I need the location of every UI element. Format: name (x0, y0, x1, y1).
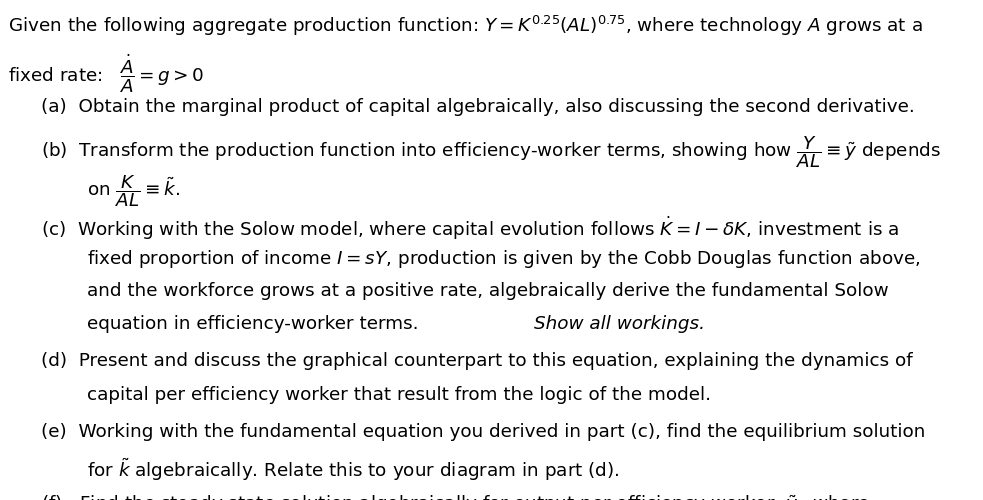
Text: (c)  Working with the Solow model, where capital evolution follows $\dot{K} = I : (c) Working with the Solow model, where … (41, 215, 899, 242)
Text: (a)  Obtain the marginal product of capital algebraically, also discussing the s: (a) Obtain the marginal product of capit… (41, 98, 915, 116)
Text: Given the following aggregate production function: $Y = K^{0.25}(AL)^{0.75}$, wh: Given the following aggregate production… (8, 14, 922, 38)
Text: (f)   Find the steady state solution algebraically for output per efficiency wor: (f) Find the steady state solution algeb… (41, 493, 870, 500)
Text: fixed rate:   $\dfrac{\dot{A}}{A} = g > 0$: fixed rate: $\dfrac{\dot{A}}{A} = g > 0$ (8, 52, 204, 94)
Text: Show all workings.: Show all workings. (534, 316, 705, 334)
Text: and the workforce grows at a positive rate, algebraically derive the fundamental: and the workforce grows at a positive ra… (87, 282, 888, 300)
Text: capital per efficiency worker that result from the logic of the model.: capital per efficiency worker that resul… (87, 386, 711, 404)
Text: (e)  Working with the fundamental equation you derived in part (c), find the equ: (e) Working with the fundamental equatio… (41, 422, 926, 440)
Text: (d)  Present and discuss the graphical counterpart to this equation, explaining : (d) Present and discuss the graphical co… (41, 352, 913, 370)
Text: (b)  Transform the production function into efficiency-worker terms, showing how: (b) Transform the production function in… (41, 134, 942, 170)
Text: fixed proportion of income $I = sY$, production is given by the Cobb Douglas fun: fixed proportion of income $I = sY$, pro… (87, 248, 920, 270)
Text: for $\tilde{k}$ algebraically. Relate this to your diagram in part (d).: for $\tilde{k}$ algebraically. Relate th… (87, 456, 619, 482)
Text: equation in efficiency-worker terms.: equation in efficiency-worker terms. (87, 316, 424, 334)
Text: on $\dfrac{K}{AL} \equiv \tilde{k}$.: on $\dfrac{K}{AL} \equiv \tilde{k}$. (87, 173, 180, 209)
